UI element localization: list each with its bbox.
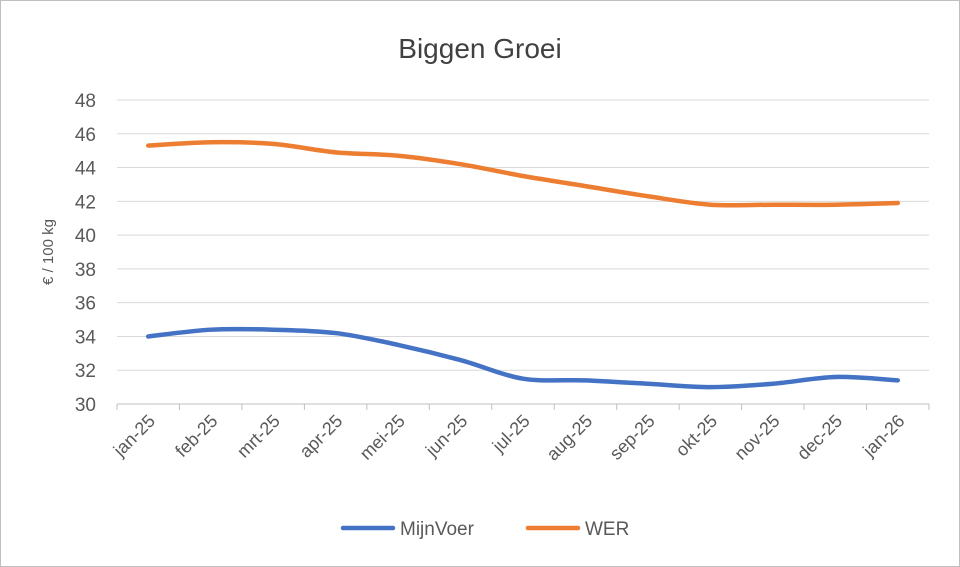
series-line-wer bbox=[145, 139, 901, 208]
x-tick-label: jun-25 bbox=[421, 411, 471, 461]
legend: MijnVoer WER bbox=[340, 519, 629, 540]
x-tick-label: jan-26 bbox=[858, 411, 908, 461]
x-tick-label: apr-25 bbox=[296, 411, 347, 462]
y-axis-label: € / 100 kg bbox=[40, 219, 57, 285]
chart-title: Biggen Groei bbox=[398, 33, 561, 64]
y-tick-label: 42 bbox=[75, 192, 96, 213]
y-tick-label: 30 bbox=[75, 395, 96, 416]
x-tick-label: feb-25 bbox=[171, 411, 221, 461]
y-tick-label: 36 bbox=[75, 294, 96, 315]
y-tick-labels: 30 32 34 36 38 40 42 44 46 48 bbox=[75, 91, 97, 416]
series-lines bbox=[145, 139, 901, 390]
x-tick-label: okt-25 bbox=[672, 411, 722, 461]
legend-label: WER bbox=[585, 519, 629, 540]
x-axis bbox=[116, 403, 930, 410]
y-tick-label: 40 bbox=[75, 226, 96, 247]
y-tick-label: 34 bbox=[75, 327, 97, 348]
x-tick-label: jul-25 bbox=[488, 411, 534, 457]
y-tick-label: 46 bbox=[75, 125, 96, 146]
x-tick-label: mei-25 bbox=[356, 411, 409, 464]
x-tick-label: mrt-25 bbox=[233, 411, 284, 462]
x-tick-label: aug-25 bbox=[543, 411, 597, 465]
y-tick-label: 48 bbox=[75, 91, 96, 112]
x-tick-label: jan-25 bbox=[109, 411, 159, 461]
x-tick-labels: jan-25 feb-25 mrt-25 apr-25 mei-25 jun-25 jul-… bbox=[109, 411, 909, 465]
legend-label: MijnVoer bbox=[400, 519, 475, 540]
y-tick-label: 38 bbox=[75, 260, 96, 281]
x-tick-label: dec-25 bbox=[793, 411, 846, 464]
gridlines bbox=[117, 99, 929, 371]
y-tick-label: 32 bbox=[75, 361, 96, 382]
x-tick-label: nov-25 bbox=[731, 411, 784, 464]
series-line-mijnvoer bbox=[145, 326, 901, 390]
y-tick-label: 44 bbox=[75, 159, 97, 180]
x-tick-label: sep-25 bbox=[606, 411, 659, 464]
